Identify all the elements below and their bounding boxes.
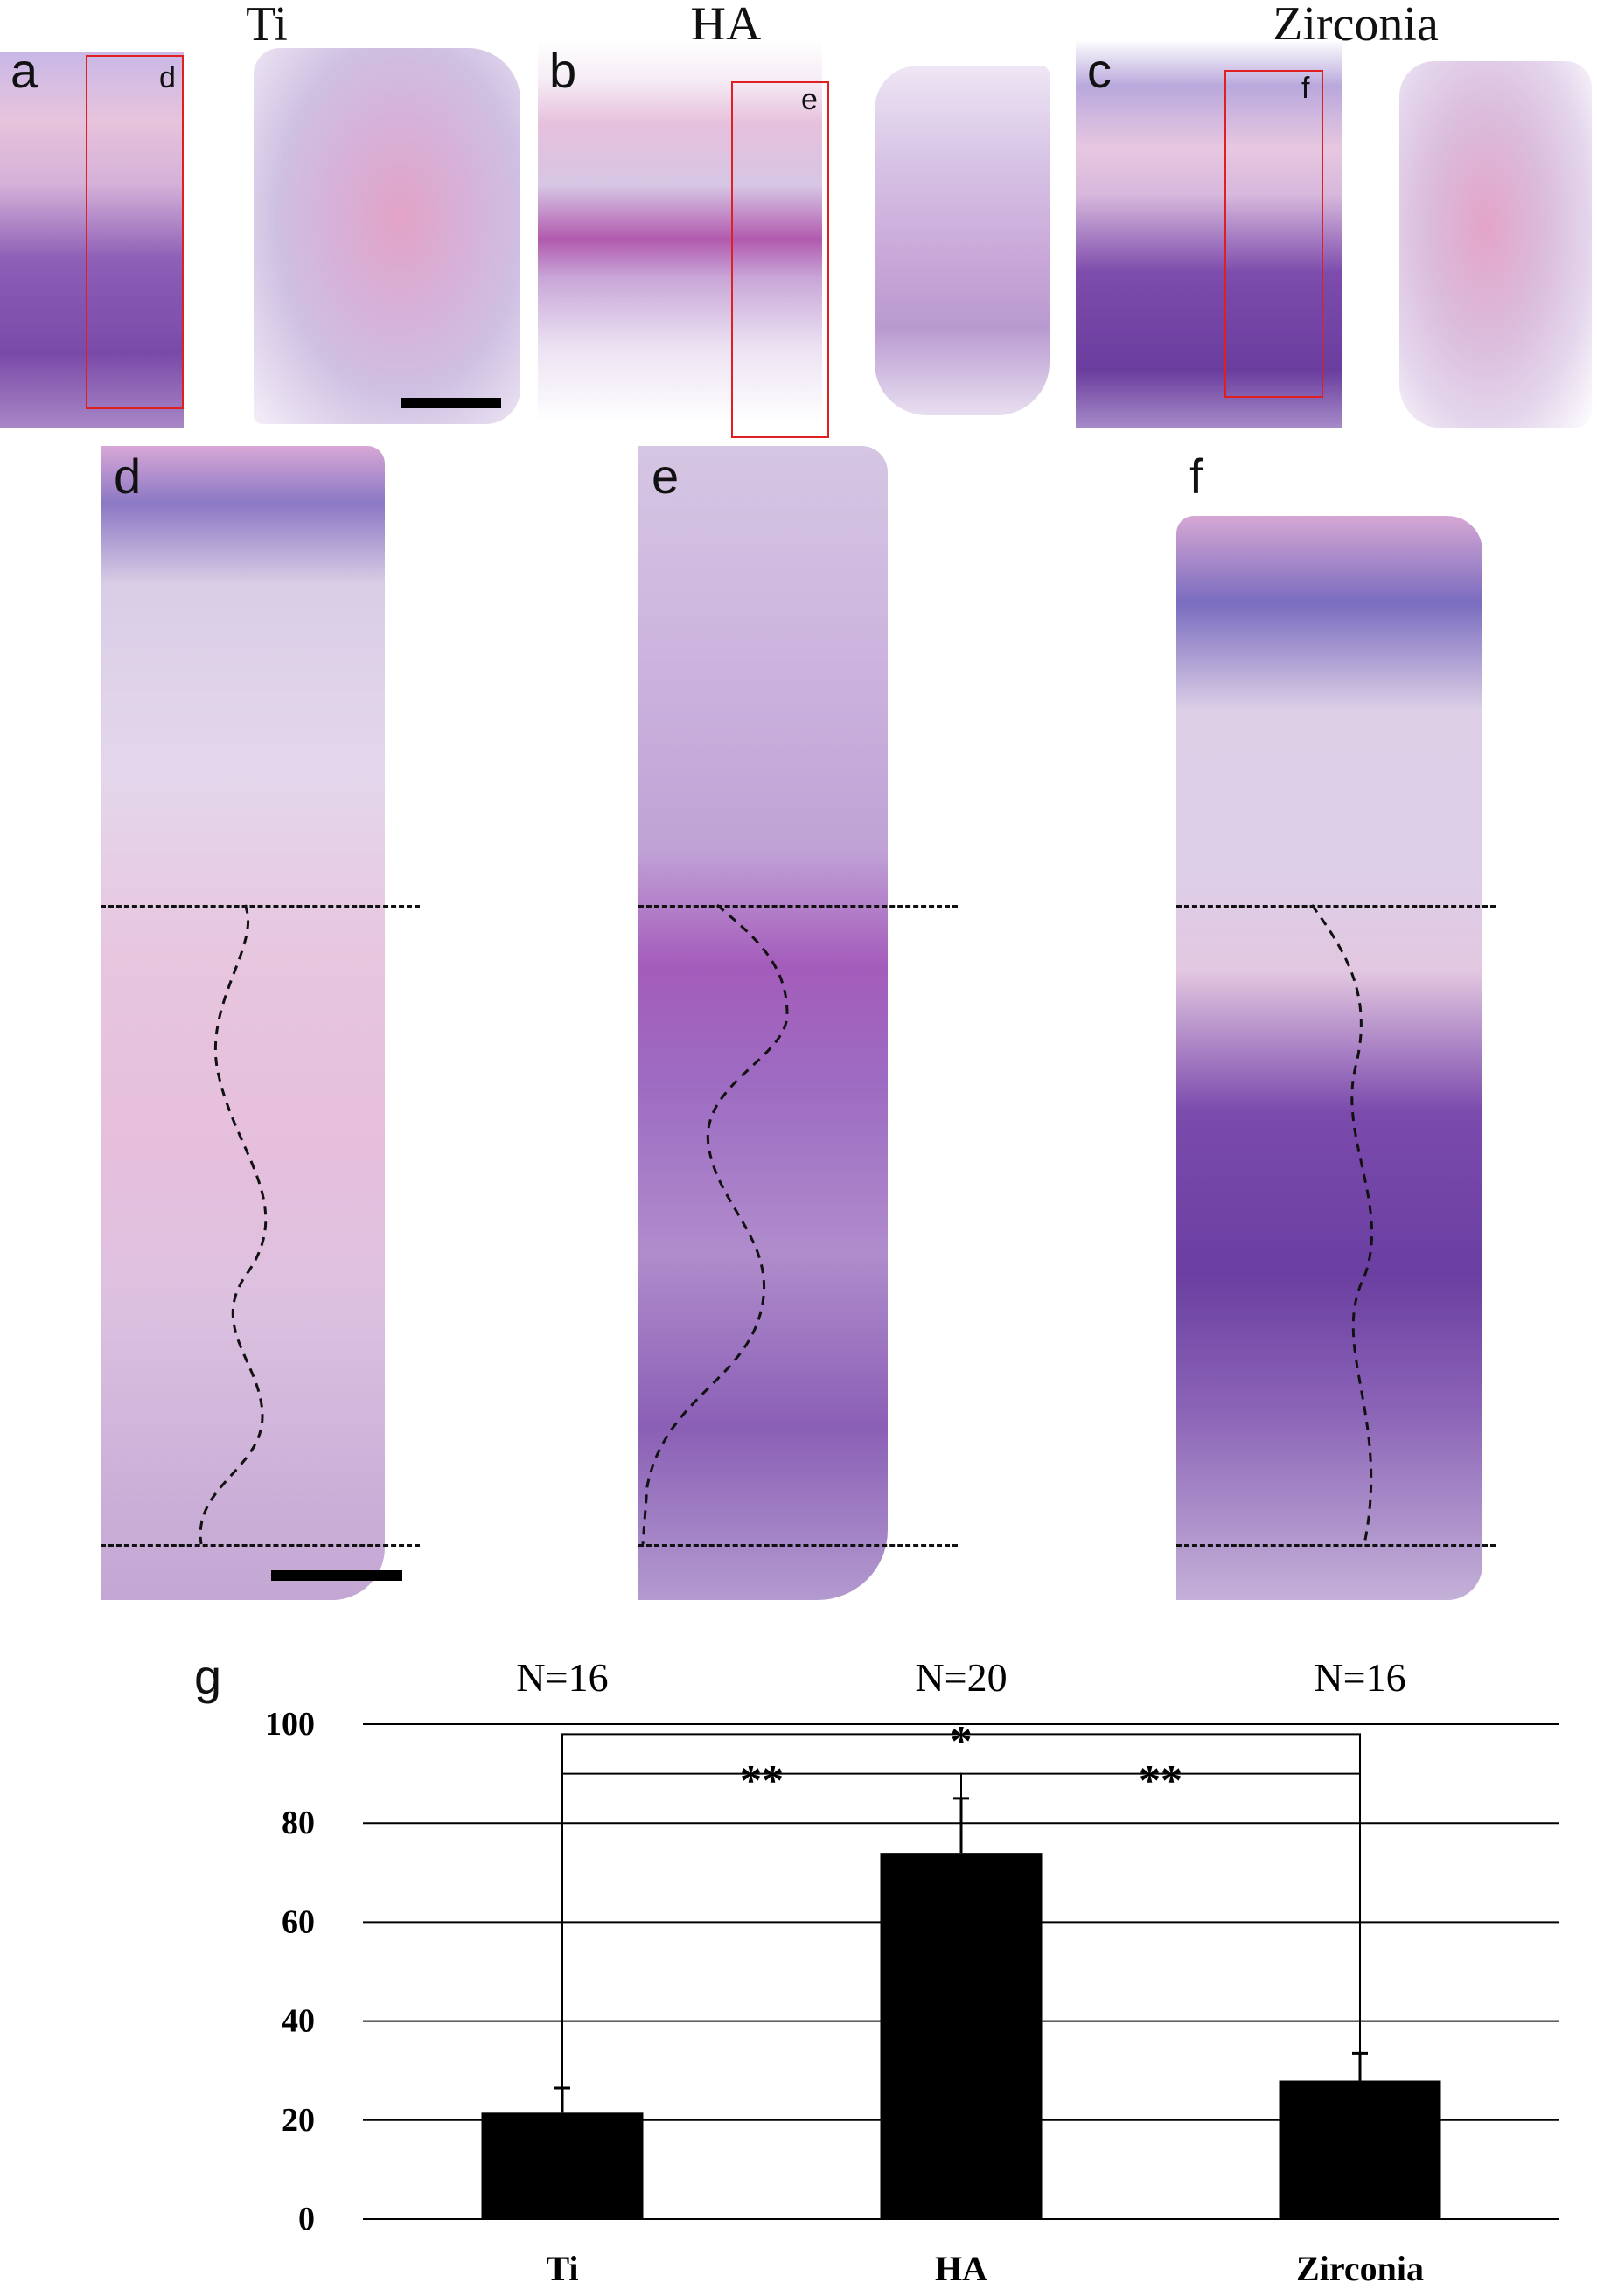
inset-letter-f: f bbox=[1301, 72, 1310, 105]
zoom-box-d bbox=[86, 55, 184, 409]
histology-image-a-right bbox=[254, 48, 520, 424]
significance-label-ha-zirconia: ** bbox=[1139, 1756, 1182, 1805]
significance-bracket-ha-zirconia bbox=[960, 1772, 1361, 2054]
zoom-box-e bbox=[731, 81, 829, 438]
panel-letter-f: f bbox=[1189, 449, 1203, 504]
bar-ti bbox=[481, 2112, 644, 2219]
y-tick-label-80: 80 bbox=[282, 1805, 315, 1841]
panel-letter-b: b bbox=[549, 43, 577, 98]
panel-letter-a: a bbox=[10, 43, 38, 98]
significance-label-ti-zirconia: * bbox=[951, 1715, 973, 1764]
n-label-ti: N=16 bbox=[516, 1655, 608, 1700]
histology-image-c-right bbox=[1399, 61, 1592, 428]
histology-image-a-left bbox=[0, 52, 184, 428]
panel-letter-e: e bbox=[652, 449, 680, 504]
y-tick-label-20: 20 bbox=[282, 2102, 315, 2139]
y-tick-label-40: 40 bbox=[282, 2003, 315, 2040]
x-tick-label-zirconia: Zirconia bbox=[1296, 2249, 1424, 2288]
panel-letter-d: d bbox=[114, 449, 142, 504]
column-title-ti: Ti bbox=[246, 0, 288, 52]
bar-chart: 020406080100TiN=16HAN=20ZirconiaN=16****… bbox=[265, 1655, 1559, 2288]
histology-image-d bbox=[101, 446, 385, 1600]
panel-letter-c: c bbox=[1087, 43, 1112, 98]
zoom-box-f bbox=[1224, 70, 1323, 398]
panel-letter-g: g bbox=[194, 1649, 222, 1704]
y-tick-label-60: 60 bbox=[282, 1903, 315, 1940]
tissue-boundary-curves bbox=[199, 903, 1373, 1545]
n-label-zirconia: N=16 bbox=[1314, 1655, 1405, 1700]
scale-bar-top bbox=[401, 398, 501, 408]
histology-image-b-left bbox=[538, 39, 822, 424]
significance-label-ti-ha: ** bbox=[740, 1756, 784, 1805]
y-tick-label-0: 0 bbox=[298, 2201, 315, 2237]
scale-bar-middle bbox=[271, 1570, 402, 1581]
y-tick-label-100: 100 bbox=[265, 1706, 315, 1743]
dashed-line-lower-f bbox=[1176, 1544, 1496, 1547]
inset-letter-d: d bbox=[159, 61, 176, 94]
histology-image-f bbox=[1176, 516, 1482, 1600]
bar-ha bbox=[880, 1853, 1043, 2219]
x-tick-label-ha: HA bbox=[935, 2249, 987, 2288]
n-label-ha: N=20 bbox=[915, 1655, 1007, 1700]
dashed-line-upper-f bbox=[1176, 905, 1496, 908]
bar-zirconia bbox=[1279, 2080, 1441, 2219]
dashed-line-lower-e bbox=[638, 1544, 958, 1547]
dashed-line-upper-e bbox=[638, 905, 958, 908]
dashed-line-lower-d bbox=[101, 1544, 420, 1547]
histology-image-e bbox=[638, 446, 888, 1600]
histology-image-c-left bbox=[1076, 39, 1342, 428]
x-tick-label-ti: Ti bbox=[546, 2249, 578, 2288]
inset-letter-e: e bbox=[801, 83, 818, 116]
histology-image-b-right bbox=[875, 66, 1050, 415]
dashed-line-upper-d bbox=[101, 905, 420, 908]
